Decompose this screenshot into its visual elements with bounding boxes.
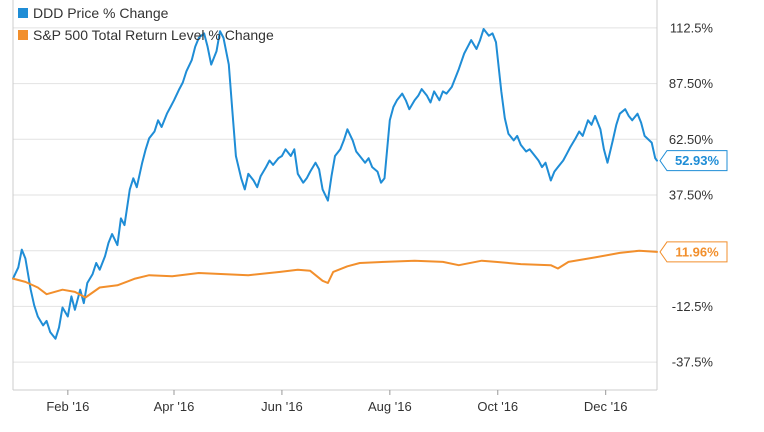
end-labels: 52.93% 11.96% bbox=[659, 150, 728, 263]
x-tick-label: Dec '16 bbox=[584, 399, 628, 414]
end-label-value: 11.96% bbox=[675, 244, 719, 259]
legend-label: DDD Price % Change bbox=[33, 5, 169, 21]
legend-swatch bbox=[18, 8, 28, 18]
legend[interactable]: DDD Price % Change S&P 500 Total Return L… bbox=[18, 5, 274, 43]
series-line-sp500[interactable] bbox=[12, 249, 658, 299]
gridlines bbox=[13, 27, 657, 363]
legend-item-ddd[interactable]: DDD Price % Change bbox=[18, 5, 169, 21]
end-label-box bbox=[659, 150, 728, 172]
end-label-box bbox=[659, 241, 728, 263]
x-tick-label: Oct '16 bbox=[477, 399, 518, 414]
series-line-ddd[interactable] bbox=[12, 28, 658, 340]
y-tick-label: 37.50% bbox=[669, 188, 714, 203]
end-label-value: 52.93% bbox=[675, 153, 720, 168]
legend-swatch bbox=[18, 30, 28, 40]
y-tick-label: 112.5% bbox=[670, 20, 714, 35]
y-tick-label: 87.50% bbox=[669, 76, 714, 91]
x-tick-label: Jun '16 bbox=[261, 399, 303, 414]
y-tick-label: -37.5% bbox=[672, 355, 714, 370]
y-tick-label: 62.50% bbox=[669, 132, 714, 147]
series-layer bbox=[12, 28, 658, 340]
x-tick-label: Feb '16 bbox=[46, 399, 89, 414]
x-tick-label: Aug '16 bbox=[368, 399, 412, 414]
legend-label: S&P 500 Total Return Level % Change bbox=[33, 27, 274, 43]
legend-item-sp500[interactable]: S&P 500 Total Return Level % Change bbox=[18, 27, 274, 43]
y-tick-label: -12.5% bbox=[672, 299, 714, 314]
x-tick-label: Apr '16 bbox=[154, 399, 195, 414]
